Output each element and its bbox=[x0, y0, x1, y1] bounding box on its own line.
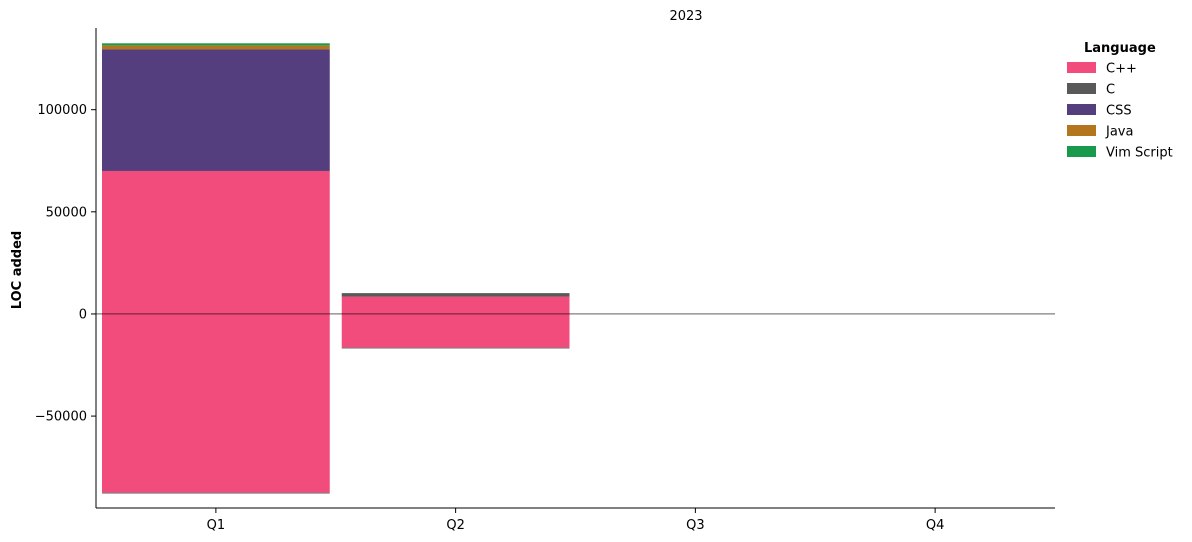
y-tick-label: 0 bbox=[79, 307, 87, 322]
chart-title: 2023 bbox=[669, 9, 702, 24]
x-tick-label: Q3 bbox=[686, 518, 705, 533]
x-tick-label: Q1 bbox=[207, 518, 226, 533]
legend-title: Language bbox=[1084, 41, 1156, 56]
y-tick-label: 50000 bbox=[46, 205, 87, 220]
legend-swatch-css bbox=[1067, 104, 1096, 115]
x-tick-label: Q4 bbox=[926, 518, 945, 533]
bars-group bbox=[101, 43, 570, 494]
legend-swatch-c bbox=[1067, 83, 1096, 94]
bar-q2-c-negative bbox=[341, 347, 570, 349]
x-ticks: Q1 Q2 Q3 Q4 bbox=[207, 508, 945, 533]
bar-q1-c--negative bbox=[101, 313, 330, 493]
bar-q1-c-negative bbox=[101, 492, 330, 494]
legend-label-java: Java bbox=[1105, 125, 1133, 140]
bar-q1-java bbox=[101, 45, 330, 50]
x-tick-label: Q2 bbox=[446, 518, 465, 533]
bar-q1-css bbox=[101, 49, 330, 171]
legend-label-c: C bbox=[1106, 83, 1115, 98]
legend-swatch-java bbox=[1067, 125, 1096, 136]
bar-q2-c--negative bbox=[341, 313, 570, 348]
legend: Language C++ C CSS Java Vim Script bbox=[1067, 41, 1173, 161]
legend-swatch-c- bbox=[1067, 62, 1096, 73]
bar-q2-c- bbox=[341, 296, 570, 314]
legend-label-c-: C++ bbox=[1106, 62, 1137, 77]
legend-label-vim-script: Vim Script bbox=[1106, 146, 1173, 161]
legend-swatch-vim-script bbox=[1067, 146, 1096, 157]
y-axis-title: LOC added bbox=[10, 231, 25, 309]
y-tick-label: −50000 bbox=[35, 410, 87, 425]
bar-q1-vim-script bbox=[101, 43, 330, 46]
y-tick-label: 100000 bbox=[37, 103, 87, 118]
y-ticks: −50000 0 50000 100000 bbox=[35, 103, 96, 425]
bar-q1-c- bbox=[101, 170, 330, 314]
legend-label-css: CSS bbox=[1106, 104, 1132, 119]
bar-q2-c bbox=[341, 293, 570, 297]
